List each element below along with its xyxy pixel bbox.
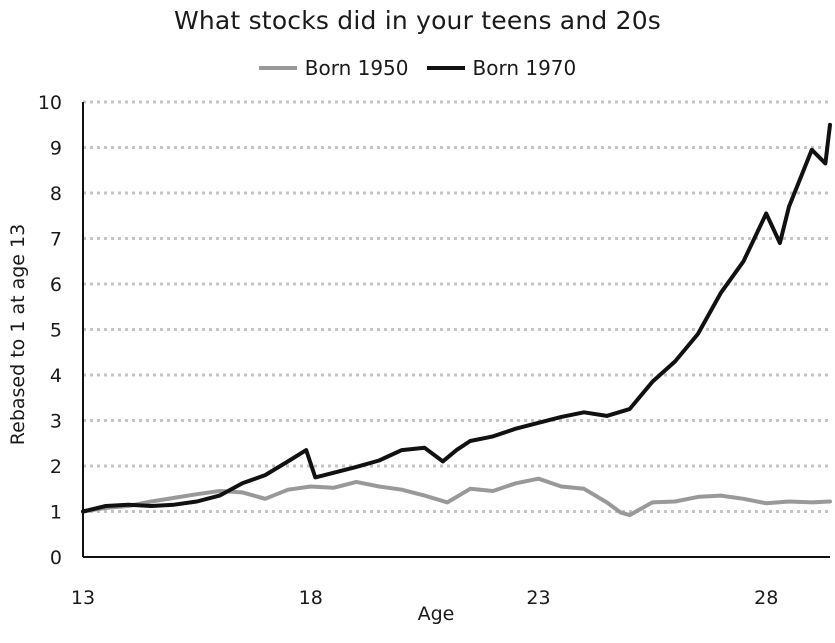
- y-tick-label-8: 8: [50, 183, 62, 205]
- x-axis-label: Age: [418, 603, 455, 625]
- y-tick-label-3: 3: [50, 411, 62, 433]
- y-tick-label-1: 1: [50, 502, 62, 524]
- x-tick-label-23: 23: [526, 587, 550, 609]
- legend-item-born-1950: Born 1950: [258, 56, 409, 80]
- y-axis-label: Rebased to 1 at age 13: [7, 224, 29, 445]
- x-tick-label-13: 13: [71, 587, 95, 609]
- legend-label-born-1950: Born 1950: [304, 56, 409, 80]
- y-tick-label-6: 6: [50, 274, 62, 296]
- legend-item-born-1970: Born 1970: [426, 56, 577, 80]
- legend-swatch-born-1950: [258, 66, 297, 70]
- x-tick-label-18: 18: [299, 587, 323, 609]
- y-tick-label-7: 7: [50, 229, 62, 251]
- x-tick-label-28: 28: [754, 587, 778, 609]
- y-tick-label-2: 2: [50, 456, 62, 478]
- y-tick-label-5: 5: [50, 320, 62, 342]
- y-tick-label-9: 9: [50, 138, 62, 160]
- series-line-born-1950: [81, 476, 832, 518]
- legend-swatch-born-1970: [426, 66, 465, 70]
- series-line-born-1970: [81, 122, 832, 514]
- y-tick-label-4: 4: [50, 365, 62, 387]
- legend-label-born-1970: Born 1970: [472, 56, 577, 80]
- y-tick-label-10: 10: [38, 92, 62, 114]
- legend: Born 1950 Born 1970: [0, 56, 835, 80]
- y-tick-label-0: 0: [50, 547, 62, 569]
- chart-title: What stocks did in your teens and 20s: [173, 6, 662, 35]
